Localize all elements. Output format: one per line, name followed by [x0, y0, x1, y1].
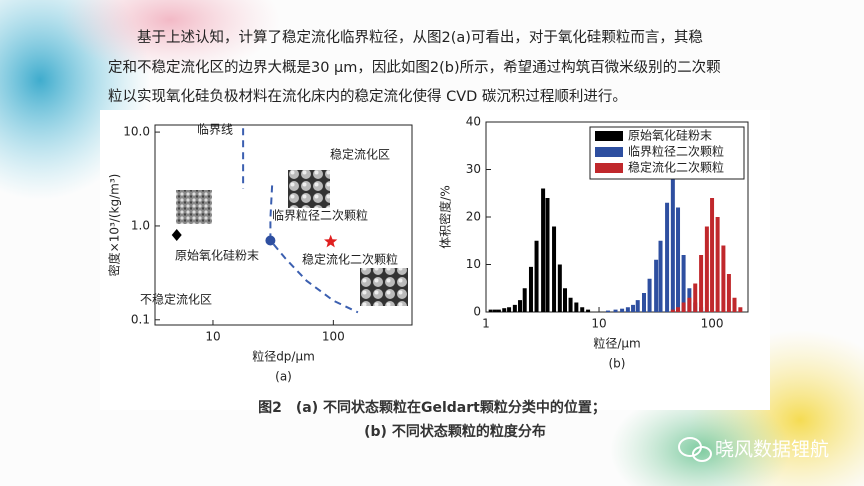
splash [60, 0, 280, 75]
bar [635, 300, 640, 312]
sem-image [176, 190, 212, 224]
point-label: 原始氧化硅粉末 [175, 249, 259, 263]
bar [586, 309, 591, 312]
wechat-icon [678, 437, 712, 462]
splash [610, 390, 790, 486]
bar [693, 283, 698, 312]
bar [647, 278, 652, 312]
y-tick-label: 10 [466, 257, 481, 271]
sem-image [360, 268, 408, 306]
x-axis-label: 粒径dp/μm [252, 349, 315, 364]
y-tick-label: 0 [473, 305, 481, 319]
bar [658, 240, 663, 312]
bar [654, 259, 659, 312]
y-tick-label: 20 [466, 210, 481, 224]
bar [642, 293, 647, 312]
bar [545, 198, 550, 312]
bar [715, 217, 720, 312]
bar [676, 307, 681, 312]
sem-image [288, 170, 330, 208]
bar [574, 302, 579, 312]
bar [670, 169, 675, 312]
paragraph-line: 粒以实现氧化硅负极材料在流化床内的稳定流化使得 CVD 碳沉积过程顺利进行。 [108, 88, 627, 105]
bar [732, 297, 737, 312]
point [324, 234, 338, 248]
legend-label: 临界粒径二次颗粒 [628, 144, 724, 159]
x-tick-label: 100 [322, 330, 345, 344]
x-axis-label: 粒径/μm [593, 336, 640, 351]
bar [502, 308, 507, 312]
bar [670, 309, 675, 312]
bar [625, 307, 630, 312]
bar [507, 307, 512, 312]
bar [681, 255, 686, 312]
bar [605, 310, 610, 312]
x-tick-label: 100 [701, 317, 724, 331]
caption: (b) 不同状态颗粒的粒度分布 [364, 423, 546, 440]
legend-swatch [595, 131, 623, 141]
x-tick-label: 1 [482, 317, 490, 331]
bar [687, 297, 692, 312]
legend-label: 稳定流化二次颗粒 [628, 160, 724, 175]
bar [534, 240, 539, 312]
annotation: 临界线 [197, 123, 233, 137]
x-tick-label: 10 [591, 317, 606, 331]
bar [563, 288, 568, 312]
bar [492, 309, 497, 312]
bar [631, 304, 636, 312]
bar [710, 198, 715, 312]
bar [488, 309, 493, 312]
bar [704, 226, 709, 312]
bar [665, 202, 670, 312]
bar [496, 309, 501, 312]
point [265, 235, 276, 246]
y-axis-label: 密度×10³/(kg/m³) [107, 174, 122, 277]
y-tick-label: 1.0 [131, 218, 150, 232]
annotation: 稳定流化区 [330, 147, 390, 162]
bar [528, 266, 533, 312]
bar [726, 274, 731, 312]
y-tick-label: 40 [466, 115, 481, 129]
x-tick-label: 10 [205, 330, 220, 344]
bar [541, 188, 546, 312]
bar [676, 207, 681, 312]
point [171, 229, 182, 242]
bar [721, 245, 726, 312]
caption: 图2 (a) 不同状态颗粒在Geldart颗粒分类中的位置； [258, 399, 606, 416]
panel-label: (b) [609, 357, 626, 371]
point-label: 稳定流化二次颗粒 [302, 252, 398, 267]
legend-swatch [595, 147, 623, 157]
bar [681, 302, 686, 312]
legend-swatch [595, 163, 623, 173]
paragraph-line: 基于上述认知，计算了稳定流化临界粒径，从图2(a)可看出，对于氧化硅颗粒而言，其… [137, 29, 703, 46]
bar [738, 307, 743, 312]
bar [552, 226, 557, 312]
bar [518, 300, 523, 312]
y-tick-label: 0.1 [131, 312, 150, 326]
y-axis-label: 体积密度/% [438, 185, 453, 248]
paragraph-line: 定和不稳定流化区的边界大概是30 μm，因此如图2(b)所示，希望通过构筑百微米… [108, 59, 721, 76]
bar [699, 255, 704, 312]
annotation: 不稳定流化区 [140, 292, 212, 307]
boundary-line [269, 185, 359, 314]
point-label: 临界粒径二次颗粒 [272, 208, 368, 223]
bar [557, 264, 562, 312]
panel-label: (a) [275, 370, 292, 384]
bar [522, 288, 527, 312]
legend-label: 原始氧化硅粉末 [628, 129, 712, 143]
bar [568, 297, 573, 312]
watermark: 晓风数据锂航 [715, 439, 829, 461]
bar [613, 309, 618, 312]
plot-frame [154, 124, 413, 326]
bar [512, 304, 517, 312]
y-tick-label: 30 [466, 162, 481, 176]
bar [620, 308, 625, 312]
bar [580, 307, 585, 312]
y-tick-label: 10.0 [123, 125, 150, 139]
